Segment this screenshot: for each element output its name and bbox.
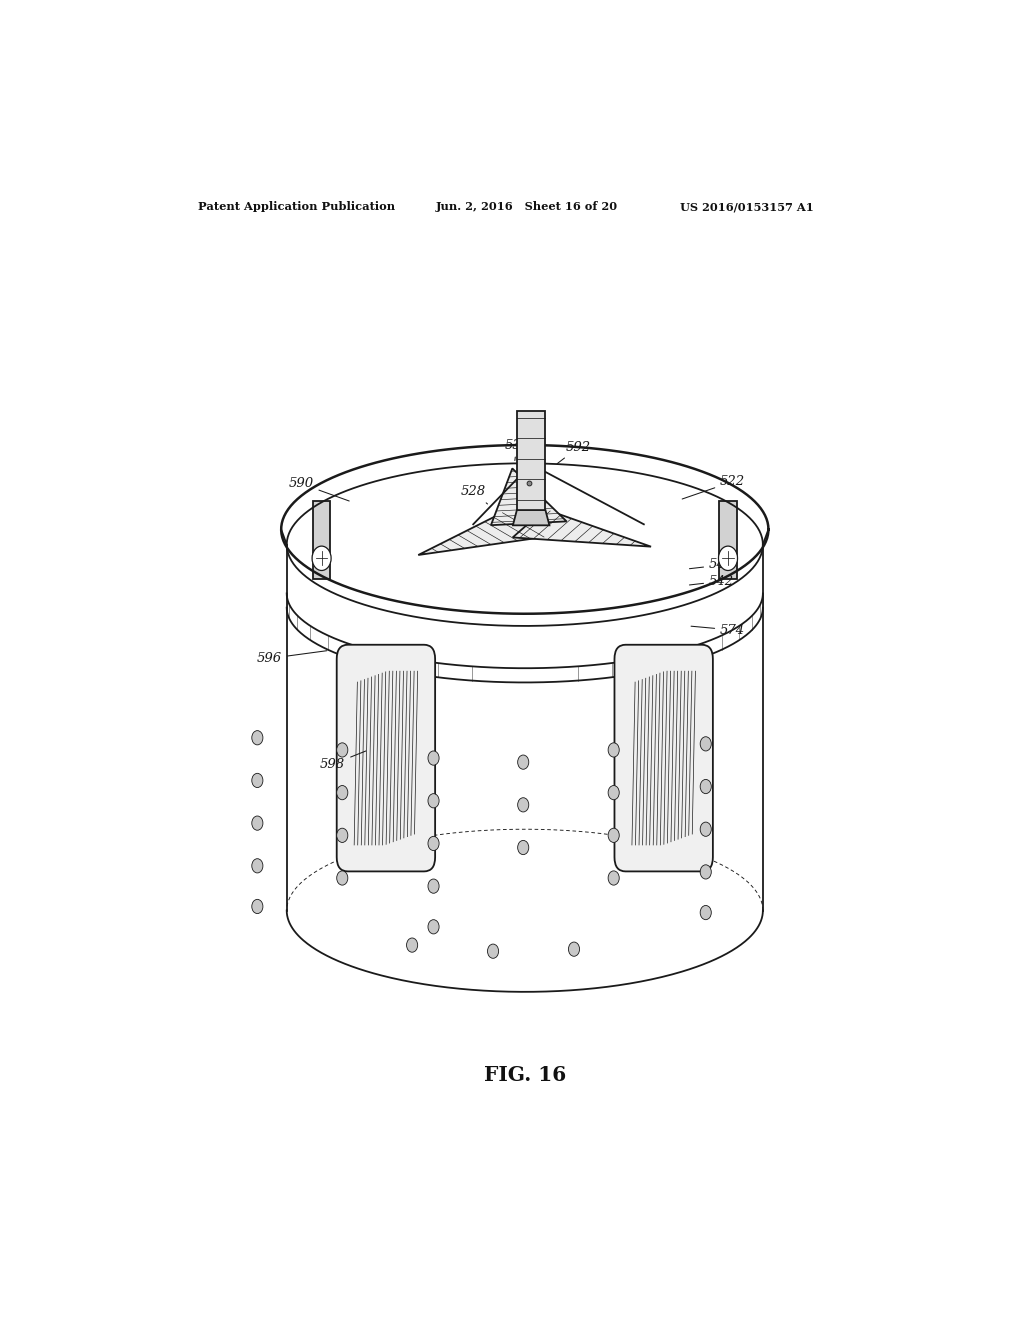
Circle shape [700,779,712,793]
Circle shape [337,743,348,758]
Circle shape [518,841,528,854]
Circle shape [700,737,712,751]
Circle shape [518,797,528,812]
Text: Patent Application Publication: Patent Application Publication [198,201,395,213]
Text: 574: 574 [691,623,745,636]
Circle shape [719,546,737,570]
Circle shape [700,865,712,879]
Circle shape [337,828,348,842]
Text: 592: 592 [557,441,591,463]
Circle shape [407,939,418,952]
Circle shape [428,879,439,894]
Polygon shape [313,502,331,578]
Circle shape [312,546,331,570]
Circle shape [700,822,712,837]
Polygon shape [517,412,546,512]
Text: Jun. 2, 2016   Sheet 16 of 20: Jun. 2, 2016 Sheet 16 of 20 [436,201,618,213]
Circle shape [428,837,439,850]
Circle shape [608,828,620,842]
Polygon shape [719,502,736,578]
Circle shape [252,731,263,744]
Polygon shape [418,511,551,554]
Text: FIG. 16: FIG. 16 [483,1065,566,1085]
Circle shape [428,793,439,808]
Text: 522: 522 [682,475,745,499]
Circle shape [608,743,620,758]
Polygon shape [513,510,550,525]
Text: 528: 528 [461,486,487,504]
FancyBboxPatch shape [337,644,435,871]
Circle shape [608,785,620,800]
Circle shape [252,774,263,788]
Text: 542: 542 [689,574,734,587]
Circle shape [337,871,348,886]
Circle shape [487,944,499,958]
Circle shape [608,871,620,886]
Circle shape [700,906,712,920]
FancyBboxPatch shape [614,644,713,871]
Circle shape [518,755,528,770]
Circle shape [252,899,263,913]
Text: 590: 590 [289,477,349,502]
Text: 598: 598 [321,751,366,771]
Circle shape [568,942,580,956]
Circle shape [252,816,263,830]
Circle shape [252,859,263,873]
Text: US 2016/0153157 A1: US 2016/0153157 A1 [680,201,813,213]
Polygon shape [490,469,566,525]
Text: 530: 530 [504,438,529,461]
Circle shape [337,785,348,800]
Circle shape [428,751,439,766]
Text: 540: 540 [689,558,734,572]
Text: 596: 596 [257,651,327,665]
Circle shape [428,920,439,935]
Polygon shape [513,510,651,546]
